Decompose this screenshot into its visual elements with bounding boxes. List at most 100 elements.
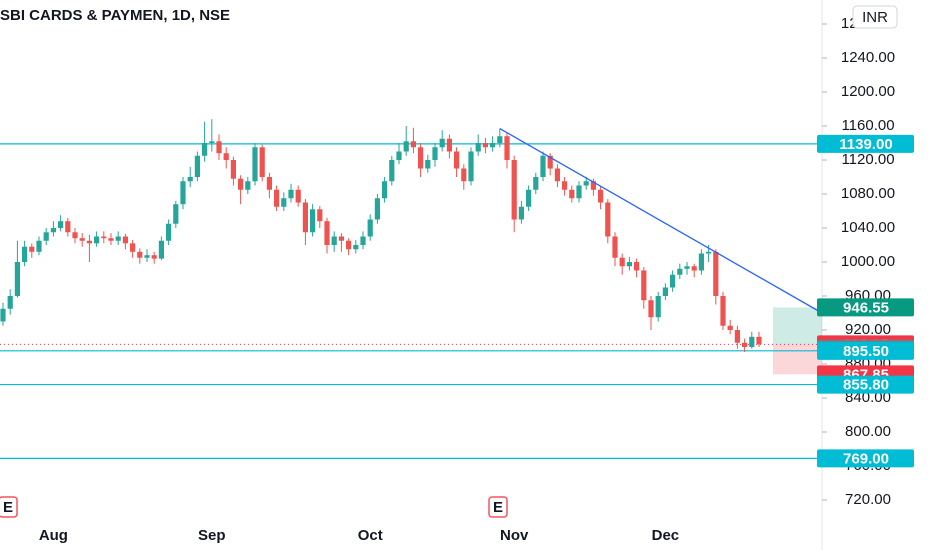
candle-body xyxy=(691,266,697,271)
candle-body xyxy=(655,296,661,318)
candle-body xyxy=(194,155,200,177)
candle-body xyxy=(425,160,431,169)
x-tick-label: Nov xyxy=(500,527,529,544)
candle-body xyxy=(187,177,193,182)
candle-body xyxy=(518,206,524,220)
candle-body xyxy=(533,177,539,190)
candle-body xyxy=(461,168,467,182)
candle-body xyxy=(590,181,596,190)
price-labels: 1139.00946.55903.05898.05895.50867.85855… xyxy=(817,134,914,468)
candle-body xyxy=(749,336,755,347)
candle-body xyxy=(245,181,251,190)
candle-body xyxy=(410,141,416,148)
candle-body xyxy=(259,147,265,177)
candle-body xyxy=(101,236,107,239)
candle-body xyxy=(403,141,409,152)
candle-body xyxy=(14,262,20,296)
candle-body xyxy=(734,330,740,343)
candle-body xyxy=(122,236,128,244)
candle-body xyxy=(281,198,287,207)
candle-body xyxy=(583,181,589,186)
plot-area xyxy=(0,119,823,459)
candle-body xyxy=(202,143,208,156)
candle-body xyxy=(65,221,71,233)
candle-body xyxy=(22,246,28,262)
candle-body xyxy=(324,221,330,245)
candle-body xyxy=(310,209,316,233)
candle-body xyxy=(360,236,366,245)
earnings-marker xyxy=(488,496,508,518)
candle-body xyxy=(727,325,733,330)
candle-body xyxy=(79,238,85,241)
candle-body xyxy=(619,257,625,267)
currency-label[interactable]: INR xyxy=(862,9,888,26)
candle-body xyxy=(158,240,164,259)
price-label-box xyxy=(817,298,914,317)
candle-body xyxy=(482,143,488,148)
time-axis: Aug Sep Oct Nov Dec E E xyxy=(0,496,679,544)
candle-body xyxy=(439,138,445,148)
candle-body xyxy=(7,296,13,309)
candle-body xyxy=(648,300,654,318)
y-tick-label: 920.00 xyxy=(845,321,891,338)
candle-body xyxy=(223,153,229,160)
candle-body xyxy=(662,287,668,296)
candle-body xyxy=(706,251,712,254)
candle-body xyxy=(209,141,215,143)
candle-body xyxy=(115,236,121,241)
candle-body xyxy=(346,240,352,250)
candle-body xyxy=(317,209,323,222)
price-label-box xyxy=(817,134,914,153)
candle-body xyxy=(684,266,690,269)
earnings-marker-label: E xyxy=(3,499,13,516)
candle-body xyxy=(454,151,460,169)
candle-body xyxy=(72,232,78,239)
y-tick-label: 1000.00 xyxy=(841,253,895,270)
y-tick-label: 1200.00 xyxy=(841,83,895,100)
price-label-box xyxy=(817,375,914,394)
candle-body xyxy=(569,189,575,199)
position-loss-zone xyxy=(773,344,822,375)
candle-body xyxy=(173,204,179,224)
candle-body xyxy=(713,251,719,296)
candle-body xyxy=(418,147,424,169)
candle-body xyxy=(641,270,647,301)
candle-body xyxy=(302,202,308,233)
candle-body xyxy=(230,160,236,179)
candle-body xyxy=(130,243,136,252)
candle-body xyxy=(756,336,762,345)
y-tick-label: 1240.00 xyxy=(841,49,895,66)
candle-body xyxy=(475,143,481,152)
price-label: 895.50 xyxy=(843,343,889,360)
earnings-marker-label: E xyxy=(493,499,503,516)
y-tick-label: 720.00 xyxy=(845,491,891,508)
candle-body xyxy=(238,178,244,190)
currency-button[interactable] xyxy=(852,5,898,29)
candle-body xyxy=(562,181,568,190)
candle-body xyxy=(367,219,373,237)
candle-body xyxy=(86,240,92,244)
candle-body xyxy=(353,245,359,250)
trendline xyxy=(499,127,823,314)
candle-body xyxy=(180,181,186,205)
candle-body xyxy=(94,236,100,244)
position-profit-zone xyxy=(773,307,822,345)
candle-body xyxy=(634,262,640,271)
candle-body xyxy=(216,141,222,154)
price-label: 769.00 xyxy=(843,450,889,467)
candle-body xyxy=(151,255,157,259)
candle-body xyxy=(554,168,560,182)
candle-body xyxy=(29,246,35,252)
candle-body xyxy=(698,253,704,271)
candle-body xyxy=(382,181,388,199)
x-tick-label: Aug xyxy=(39,527,68,544)
y-tick-label: 800.00 xyxy=(845,423,891,440)
candle-body xyxy=(547,155,553,169)
candle-body xyxy=(626,262,632,267)
price-label: 946.55 xyxy=(843,299,889,316)
candle-body xyxy=(490,143,496,148)
candle-body xyxy=(43,232,49,241)
candle-body xyxy=(338,236,344,241)
candle-body xyxy=(396,151,402,160)
